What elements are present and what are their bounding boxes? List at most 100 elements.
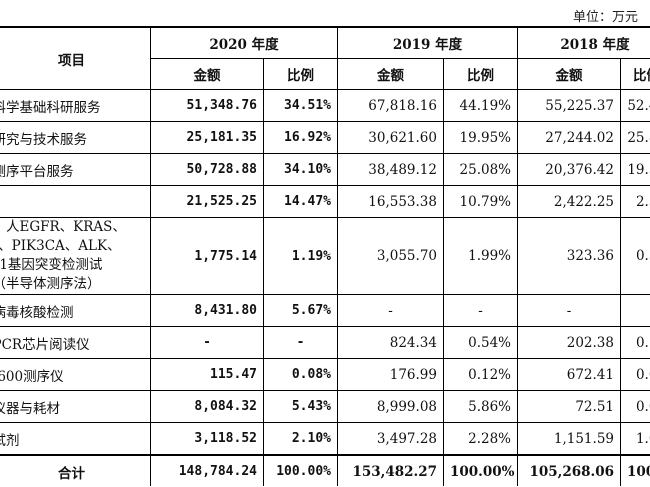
cell-ratio-2018: 19.36 [620, 153, 650, 186]
total-amount-2019: 153,482.27 [337, 454, 444, 486]
row-name-line: OS1基因突变检测试 [0, 257, 103, 273]
cell-amount-2020: 8,431.80 [150, 294, 264, 327]
cell-amount-2018: 27,244.02 [517, 121, 621, 154]
header-amount-2018: 金额 [517, 58, 621, 90]
row-name-multiline: 中：人EGFR、KRAS、 AF、PIK3CA、ALK、 OS1基因突变检测试 … [0, 217, 151, 295]
cell-ratio-2020: - [263, 326, 338, 359]
cell-ratio-2019: 2.28% [443, 422, 518, 456]
cell-ratio-2018: 1.09 [620, 422, 650, 456]
cell-amount-2019: 30,621.60 [337, 121, 444, 154]
cell-ratio-2019: 10.79% [443, 185, 518, 218]
cell-amount-2020: 21,525.25 [150, 185, 264, 218]
header-year-2019: 2019 年度 [337, 26, 518, 59]
cell-amount-2018: - [517, 294, 621, 327]
cell-ratio-2020: 5.43% [263, 390, 338, 423]
cell-ratio-2018: 52.46 [620, 89, 650, 122]
table-row: 冠病毒核酸检测 8,431.80 5.67% - - - [0, 294, 650, 327]
table-row: 字PCR芯片阅读仪 - - 824.34 0.54% 202.38 0.19 [0, 326, 650, 359]
cell-amount-2018: 323.36 [517, 217, 621, 295]
table-row: 他 21,525.25 14.47% 16,553.38 10.79% 2,42… [0, 185, 650, 218]
cell-amount-2019: - [337, 294, 444, 327]
cell-amount-2020: 50,728.88 [150, 153, 264, 186]
cell-amount-2019: 824.34 [337, 326, 444, 359]
cell-amount-2019: 38,489.12 [337, 153, 444, 186]
cell-amount-2020: 8,084.32 [150, 390, 264, 423]
table-row: 命科学基础科研服务 51,348.76 34.51% 67,818.16 44.… [0, 89, 650, 122]
cell-amount-2020: 1,775.14 [150, 217, 264, 295]
cell-amount-2020: 25,181.35 [150, 121, 264, 154]
cell-amount-2020: 3,118.52 [150, 422, 264, 456]
row-name-line: AF、PIK3CA、ALK、 [0, 238, 121, 254]
cell-ratio-2020: 14.47% [263, 185, 338, 218]
cell-ratio-2019: 1.99% [443, 217, 518, 295]
total-ratio-2019: 100.00% [443, 454, 518, 486]
cell-ratio-2019: 19.95% [443, 121, 518, 154]
cell-ratio-2018: 25.88 [620, 121, 650, 154]
header-year-2018: 2018 年度 [517, 26, 650, 59]
cell-amount-2018: 72.51 [517, 390, 621, 423]
table-row: 他试剂 3,118.52 2.10% 3,497.28 2.28% 1,151.… [0, 422, 650, 456]
cell-amount-2019: 16,553.38 [337, 185, 444, 218]
cell-amount-2019: 3,497.28 [337, 422, 444, 456]
header-item: 项目 [0, 26, 151, 90]
total-row: 合计 148,784.24 100.00% 153,482.27 100.00%… [0, 454, 650, 486]
cell-amount-2018: 20,376.42 [517, 153, 621, 186]
cell-amount-2019: 67,818.16 [337, 89, 444, 122]
row-name: A8600测序仪 [0, 368, 64, 385]
cell-ratio-2020: 34.10% [263, 153, 338, 186]
row-name: 他试剂 [0, 432, 20, 449]
row-name: 冠病毒核酸检测 [0, 304, 74, 321]
cell-amount-2018: 55,225.37 [517, 89, 621, 122]
total-ratio-2020: 100.00% [263, 454, 338, 486]
row-name: 命科学基础科研服务 [0, 99, 101, 116]
header-ratio-2020: 比例 [263, 58, 338, 90]
cell-ratio-2019: 5.86% [443, 390, 518, 423]
row-name: 字PCR芯片阅读仪 [0, 336, 90, 353]
cell-ratio-2019: - [443, 294, 518, 327]
cell-ratio-2018: 0.07 [620, 390, 650, 423]
cell-amount-2020: - [150, 326, 264, 359]
cell-amount-2019: 3,055.70 [337, 217, 444, 295]
table-row: 他仪器与耗材 8,084.32 5.43% 8,999.08 5.86% 72.… [0, 390, 650, 423]
revenue-table-container: 项目 2020 年度 2019 年度 2018 年度 金额 比例 金额 比例 金… [0, 26, 650, 486]
cell-amount-2018: 202.38 [517, 326, 621, 359]
total-ratio-2018: 100.00 [620, 454, 650, 486]
header-amount-2020: 金额 [150, 58, 264, 90]
cell-ratio-2018: 2.30 [620, 185, 650, 218]
cell-amount-2018: 1,151.59 [517, 422, 621, 456]
row-name: 他仪器与耗材 [0, 400, 60, 417]
unit-label: 单位：万元 [572, 10, 638, 25]
cell-ratio-2019: 25.08% [443, 153, 518, 186]
cell-ratio-2019: 0.12% [443, 358, 518, 391]
header-year-2020: 2020 年度 [150, 26, 338, 59]
table-row: A8600测序仪 115.47 0.08% 176.99 0.12% 672.4… [0, 358, 650, 391]
cell-amount-2020: 115.47 [150, 358, 264, 391]
cell-ratio-2020: 1.19% [263, 217, 338, 295]
cell-ratio-2020: 5.67% [263, 294, 338, 327]
header-ratio-2019: 比例 [443, 58, 518, 90]
cell-ratio-2018: 0.19 [620, 326, 650, 359]
cell-amount-2020: 51,348.76 [150, 89, 264, 122]
total-amount-2018: 105,268.06 [517, 454, 621, 486]
total-label: 合计 [0, 454, 151, 486]
cell-ratio-2020: 16.92% [263, 121, 338, 154]
row-name-line: 中：人EGFR、KRAS、 [0, 219, 126, 235]
header-ratio-2018: 比例 [620, 58, 650, 90]
row-name: 库测序平台服务 [0, 163, 74, 180]
table-row: 库测序平台服务 50,728.88 34.10% 38,489.12 25.08… [0, 153, 650, 186]
cell-ratio-2018: 0.64 [620, 358, 650, 391]
cell-ratio-2019: 44.19% [443, 89, 518, 122]
cell-ratio-2018 [620, 294, 650, 327]
row-name-line: 盒（半导体测序法） [0, 276, 101, 292]
cell-ratio-2020: 34.51% [263, 89, 338, 122]
total-amount-2020: 148,784.24 [150, 454, 264, 486]
cell-amount-2019: 176.99 [337, 358, 444, 391]
revenue-table: 项目 2020 年度 2019 年度 2018 年度 金额 比例 金额 比例 金… [0, 26, 650, 486]
table-row: 中：人EGFR、KRAS、 AF、PIK3CA、ALK、 OS1基因突变检测试 … [0, 217, 650, 295]
cell-amount-2018: 2,422.25 [517, 185, 621, 218]
cell-ratio-2019: 0.54% [443, 326, 518, 359]
cell-amount-2019: 8,999.08 [337, 390, 444, 423]
cell-ratio-2020: 2.10% [263, 422, 338, 456]
cell-ratio-2020: 0.08% [263, 358, 338, 391]
row-name: 学研究与技术服务 [0, 131, 87, 148]
